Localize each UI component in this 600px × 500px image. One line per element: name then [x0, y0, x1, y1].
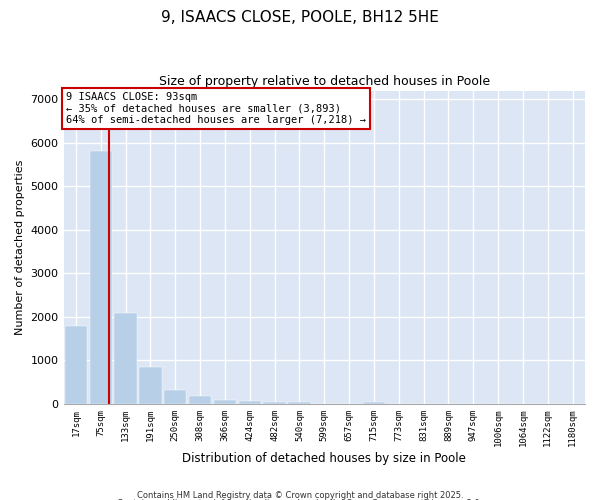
Bar: [239, 401, 261, 404]
Bar: [164, 390, 187, 404]
Bar: [89, 152, 112, 404]
Title: Size of property relative to detached houses in Poole: Size of property relative to detached ho…: [159, 75, 490, 88]
Bar: [363, 402, 385, 404]
Text: Contains HM Land Registry data © Crown copyright and database right 2025.: Contains HM Land Registry data © Crown c…: [137, 490, 463, 500]
Bar: [65, 326, 87, 404]
Bar: [115, 312, 137, 404]
Y-axis label: Number of detached properties: Number of detached properties: [15, 160, 25, 335]
Text: 9, ISAACS CLOSE, POOLE, BH12 5HE: 9, ISAACS CLOSE, POOLE, BH12 5HE: [161, 10, 439, 25]
Bar: [189, 396, 211, 404]
X-axis label: Distribution of detached houses by size in Poole: Distribution of detached houses by size …: [182, 452, 466, 465]
Bar: [288, 402, 311, 404]
Bar: [263, 402, 286, 404]
Bar: [139, 367, 161, 404]
Bar: [214, 400, 236, 404]
Text: Contains public sector information licensed under the Open Government Licence v3: Contains public sector information licen…: [118, 499, 482, 500]
Text: 9 ISAACS CLOSE: 93sqm
← 35% of detached houses are smaller (3,893)
64% of semi-d: 9 ISAACS CLOSE: 93sqm ← 35% of detached …: [66, 92, 366, 126]
